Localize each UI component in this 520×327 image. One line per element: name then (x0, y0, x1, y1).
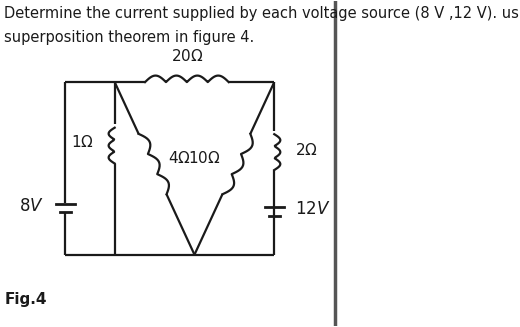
Text: Determine the current supplied by each voltage source (8 V ,12 V). using: Determine the current supplied by each v… (5, 6, 520, 21)
Text: $12V$: $12V$ (295, 200, 331, 218)
Text: superposition theorem in figure 4.: superposition theorem in figure 4. (5, 30, 255, 45)
Text: $4\Omega$: $4\Omega$ (168, 150, 191, 166)
Text: $20\Omega$: $20\Omega$ (171, 48, 203, 64)
Text: Fig.4: Fig.4 (5, 292, 47, 307)
Text: $2\Omega$: $2\Omega$ (295, 143, 318, 159)
Text: $1\Omega$: $1\Omega$ (71, 134, 94, 150)
Text: $8V$: $8V$ (19, 197, 44, 215)
Text: $10\Omega$: $10\Omega$ (188, 150, 221, 166)
